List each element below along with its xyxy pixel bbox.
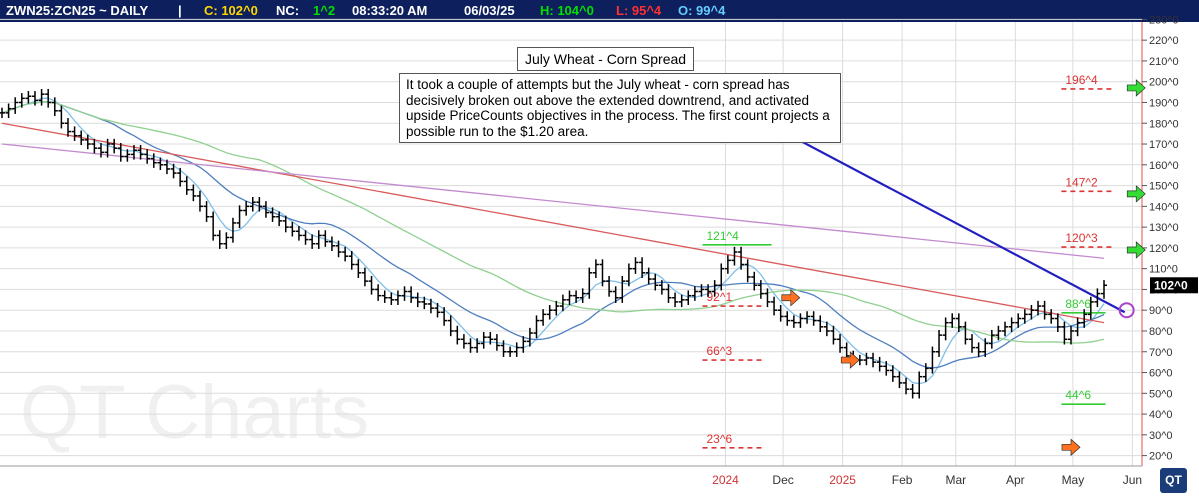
circle-marker [1118, 302, 1135, 319]
nc-value: 1^2 [313, 3, 336, 18]
y-tick-label: 190^0 [1149, 97, 1179, 109]
y-tick-label: 70^0 [1149, 347, 1173, 359]
ma-medium [1, 101, 1105, 369]
x-tick-label: Mar [945, 473, 966, 487]
header-separator: | [178, 3, 182, 18]
header-bar: ZWN25:ZCN25 ~ DAILY | C: 102^0 NC: 1^2 0… [0, 0, 1199, 22]
y-tick-label: 80^0 [1149, 326, 1173, 338]
x-tick-label: Apr [1006, 473, 1025, 487]
arrow-right-icon [1126, 79, 1146, 97]
level-label: 88^6 [1065, 297, 1091, 311]
nc-label: NC: [276, 3, 300, 18]
level-label: 92^1 [706, 290, 732, 304]
y-tick-label: 120^0 [1149, 243, 1179, 255]
x-axis: 2024 Dec 2025 Feb Mar Apr May Jun [0, 465, 1142, 487]
y-tick-label: 130^0 [1149, 222, 1179, 234]
low-label: L: 95^4 [616, 3, 662, 18]
grid [0, 18, 1143, 466]
high-label: H: 104^0 [540, 3, 594, 18]
level-label: 120^3 [1065, 231, 1098, 245]
chart-title: July Wheat - Corn Spread [517, 47, 695, 71]
qt-logo: QT [1160, 468, 1187, 493]
y-tick-label: 150^0 [1149, 181, 1179, 193]
y-tick-label: 160^0 [1149, 160, 1179, 172]
y-tick-label: 90^0 [1149, 305, 1173, 317]
arrow-right-icon [781, 288, 801, 307]
last-price-box [1150, 277, 1198, 294]
y-tick-label: 140^0 [1149, 201, 1179, 213]
x-tick-label: Feb [892, 473, 913, 487]
arrow-right-icon [1126, 185, 1146, 203]
last-price-label: 102^0 [1154, 278, 1188, 292]
y-tick-label: 30^0 [1149, 430, 1173, 442]
level-label: 44^6 [1065, 388, 1091, 402]
y-tick-label: 60^0 [1149, 368, 1173, 380]
symbol-label: ZWN25:ZCN25 ~ DAILY [6, 3, 149, 18]
price-levels: 195^0121^492^166^323^6196^4147^2120^388^… [702, 73, 1116, 449]
level-label: 23^6 [706, 432, 732, 446]
y-axis: 20^030^040^050^060^070^080^090^0100^0110… [1142, 14, 1198, 463]
y-tick-label: 110^0 [1149, 264, 1178, 276]
y-tick-label: 40^0 [1149, 409, 1173, 421]
y-tick-label: 230^0 [1149, 14, 1179, 26]
arrow-right-icon [1061, 438, 1081, 457]
annotation-note: It took a couple of attempts but the Jul… [399, 73, 841, 143]
close-label: C: 102^0 [204, 3, 258, 18]
x-tick-label: 2024 [712, 473, 739, 487]
moving-averages [1, 97, 1105, 385]
ma-purple [1, 143, 1105, 259]
y-tick-label: 220^0 [1149, 35, 1179, 47]
x-tick-label: Dec [772, 473, 793, 487]
level-label: 66^3 [706, 344, 732, 358]
ma-fast [1, 97, 1105, 385]
price-bars [0, 88, 1107, 399]
y-tick-label: 50^0 [1149, 388, 1173, 400]
time-label: 08:33:20 AM [352, 3, 428, 18]
y-tick-label: 200^0 [1149, 77, 1179, 89]
open-label: O: 99^4 [678, 3, 726, 18]
markers [781, 79, 1146, 457]
level-label: 196^4 [1065, 73, 1098, 87]
watermark: QT Charts [20, 370, 369, 455]
date-label: 06/03/25 [464, 3, 515, 18]
y-tick-label: 180^0 [1149, 118, 1179, 130]
x-tick-label: May [1062, 473, 1085, 487]
x-tick-label: Jun [1123, 473, 1142, 487]
arrow-right-icon [840, 351, 860, 369]
y-tick-label: 20^0 [1149, 451, 1173, 463]
y-tick-label: 170^0 [1149, 139, 1179, 151]
ma-red [1, 122, 1105, 324]
x-tick-label: 2025 [829, 473, 856, 487]
level-label: 121^4 [706, 229, 739, 243]
y-tick-label: 210^0 [1149, 56, 1179, 68]
ma-slow [1, 101, 1105, 344]
arrow-right-icon [1126, 241, 1146, 259]
level-label: 147^2 [1065, 175, 1098, 189]
